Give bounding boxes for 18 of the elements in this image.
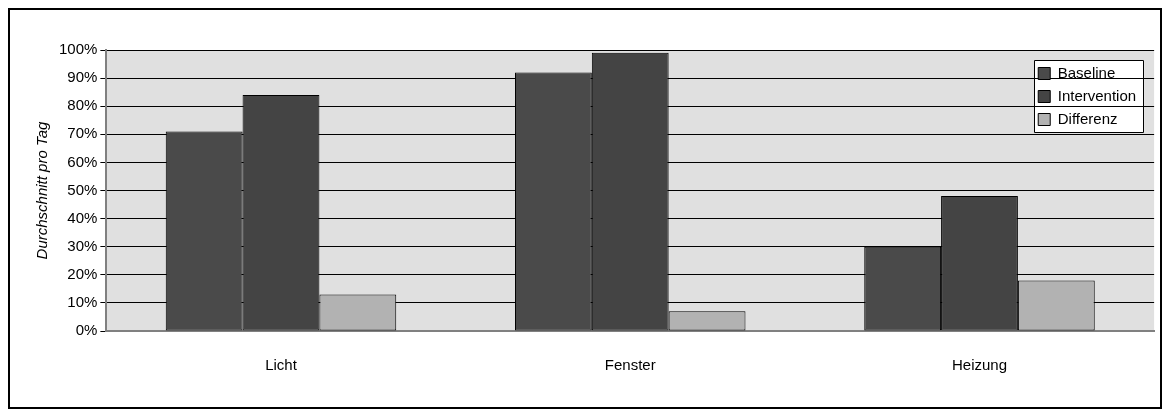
- y-tick-label: 50%: [67, 180, 98, 198]
- x-tick-label: Licht: [265, 356, 298, 374]
- legend-label: Baseline: [1057, 63, 1116, 81]
- y-axis-title: Durchschnitt pro Tag: [33, 120, 51, 260]
- x-tick-label: Fenster: [604, 356, 656, 374]
- legend-label: Differenz: [1057, 109, 1118, 127]
- x-tick-label: Heizung: [951, 356, 1008, 374]
- y-tick-label: 90%: [67, 68, 98, 86]
- y-tick-label: 80%: [67, 96, 98, 114]
- y-tick-label: 0%: [75, 321, 98, 339]
- y-tick-label: 60%: [67, 152, 98, 170]
- y-tick-label: 70%: [67, 124, 98, 142]
- legend-label: Intervention: [1057, 86, 1137, 104]
- y-tick-label: 20%: [67, 264, 98, 282]
- y-tick-label: 40%: [67, 208, 98, 226]
- y-tick-label: 10%: [67, 293, 98, 311]
- y-tick-label: 100%: [58, 40, 98, 58]
- y-tick-label: 30%: [67, 236, 98, 254]
